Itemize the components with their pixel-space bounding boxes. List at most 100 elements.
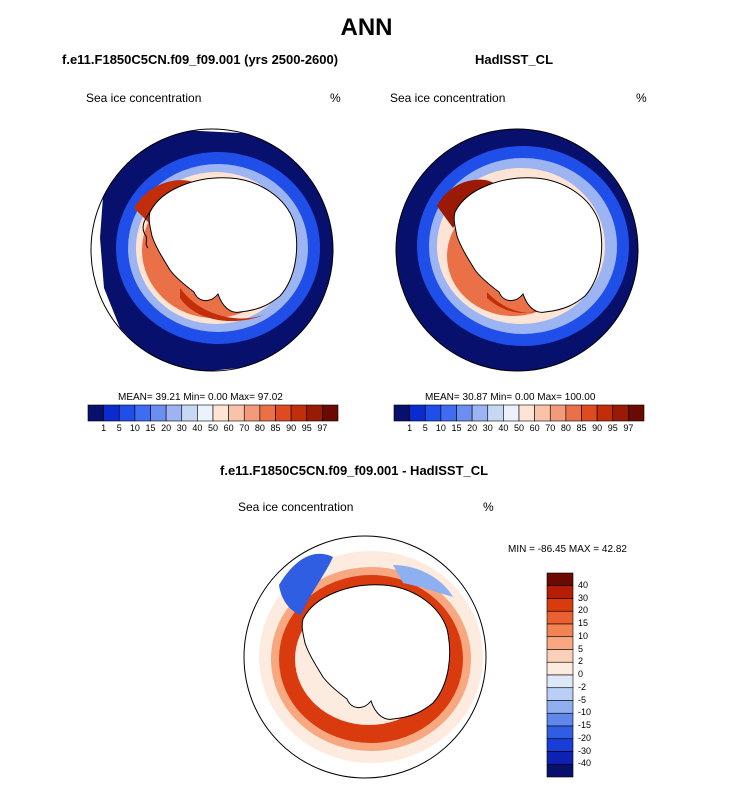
- diff-colorbar-tick-label: 40: [578, 579, 589, 590]
- model-antarctic-peninsula: [142, 211, 151, 249]
- diff-colorbar-swatch: [546, 661, 574, 676]
- obs-colorbar-swatch: [424, 404, 442, 422]
- model-colorbar-swatch: [322, 404, 339, 422]
- diff-colorbar-swatch: [546, 687, 574, 701]
- diff-colorbar-swatch: [546, 725, 574, 740]
- model-colorbar-tick-label: 90: [286, 423, 297, 433]
- model-colorbar-swatch: [275, 404, 292, 422]
- diff-colorbar-swatch: [546, 623, 574, 638]
- obs-panel-title: HadISST_CL: [475, 52, 554, 67]
- obs-colorbar-tick-label: 85: [576, 423, 587, 433]
- model-colorbar-tick-label: 85: [270, 423, 281, 433]
- diff-negative-weddell: [279, 553, 333, 615]
- model-colorbar-swatch: [150, 404, 167, 422]
- obs-antarctica-land: [453, 177, 603, 313]
- obs-colorbar-swatch: [440, 404, 457, 422]
- obs-colorbar-swatch: [393, 404, 410, 422]
- obs-colorbar-swatch: [612, 404, 629, 422]
- obs-colorbar-swatch: [503, 404, 520, 422]
- diff-colorbar-swatch: [546, 674, 574, 689]
- diff-panel-title: f.e11.F1850C5CN.f09_f09.001 - HadISST_CL: [220, 463, 489, 478]
- diff-colorbar-tick-label: 30: [578, 592, 589, 603]
- model-colorbar-tick-label: 60: [223, 423, 234, 433]
- obs-colorbar-tick-label: 15: [451, 423, 462, 433]
- model-variable-label: Sea ice concentration: [86, 91, 202, 105]
- model-colorbar-tick-label: 95: [301, 423, 312, 433]
- model-colorbar-tick-label: 1: [101, 423, 107, 433]
- model-antarctica-land: [148, 177, 298, 313]
- model-colorbar-swatch: [181, 404, 198, 422]
- obs-colorbar-tick-label: 20: [467, 423, 478, 433]
- diff-colorbar-swatch: [546, 712, 574, 727]
- diff-colorbar-swatch: [546, 763, 574, 778]
- diff-colorbar-tick-label: -15: [578, 720, 592, 730]
- model-colorbar-swatch: [212, 404, 229, 422]
- obs-variable-label: Sea ice concentration: [390, 91, 506, 105]
- model-panel-title: f.e11.F1850C5CN.f09_f09.001 (yrs 2500-26…: [62, 52, 339, 67]
- diff-colorbar-swatch: [546, 649, 574, 663]
- diff-colorbar-swatch: [546, 572, 574, 587]
- model-colorbar-tick-label: 40: [192, 423, 203, 433]
- diff-stats: MIN = -86.45 MAX = 42.82: [508, 544, 627, 555]
- model-colorbar-swatch: [243, 404, 261, 422]
- model-colorbar-swatch: [165, 404, 183, 422]
- model-colorbar-tick-label: 70: [239, 423, 250, 433]
- obs-colorbar-labels: 1 5 10 15 20 30 40 50 60 70 80 85 90 95 97: [394, 423, 644, 435]
- model-colorbar-swatch: [134, 404, 151, 422]
- obs-colorbar-tick-label: 50: [513, 423, 525, 433]
- diff-colorbar-labels: 40 30 20 15 10 5 2 0 -2 -5 -10 -15 -20 -30 -40: [578, 573, 618, 777]
- model-colorbar-swatch: [228, 404, 245, 422]
- obs-colorbar: [393, 404, 645, 422]
- diff-colorbar-swatch: [546, 751, 574, 765]
- model-ice-peak-ross: [180, 288, 266, 322]
- diff-units-label: %: [483, 500, 494, 514]
- model-colorbar-tick-label: 10: [129, 423, 140, 433]
- model-colorbar-tick-label: 30: [176, 423, 187, 433]
- obs-polar-map: [395, 128, 639, 372]
- obs-colorbar-tick-label: 30: [482, 423, 493, 433]
- model-colorbar: [87, 404, 339, 422]
- diff-colorbar-tick-label: 20: [578, 605, 589, 616]
- obs-colorbar-tick-label: 5: [422, 423, 428, 433]
- diff-colorbar-swatch: [546, 636, 574, 650]
- diff-colorbar-swatch: [546, 598, 574, 612]
- model-map-boundary: [90, 128, 334, 372]
- obs-colorbar-tick-label: 70: [545, 423, 556, 433]
- page-title: ANN: [340, 14, 393, 41]
- model-colorbar-tick-label: 20: [161, 423, 172, 433]
- obs-colorbar-swatch: [549, 404, 567, 422]
- diff-colorbar-tick-label: 0: [578, 669, 584, 679]
- diff-colorbar-tick-label: 10: [578, 630, 589, 641]
- model-colorbar-swatch: [118, 404, 136, 422]
- diff-colorbar-tick-label: -2: [578, 681, 587, 692]
- diff-colorbar-swatch: [546, 585, 574, 599]
- obs-colorbar-swatch: [456, 404, 473, 422]
- diff-polar-map: [243, 535, 487, 779]
- diff-colorbar-tick-label: -20: [578, 732, 592, 743]
- model-polar-map: [90, 128, 334, 372]
- model-colorbar-tick-label: 80: [254, 423, 265, 433]
- diff-colorbar-tick-label: 5: [578, 643, 584, 654]
- diff-colorbar-swatch: [546, 700, 574, 714]
- diff-variable-label: Sea ice concentration: [238, 500, 354, 514]
- model-colorbar-tick-label: 5: [116, 423, 122, 433]
- obs-colorbar-swatch: [534, 404, 551, 422]
- obs-stats: MEAN= 30.87 Min= 0.00 Max= 100.00: [425, 392, 596, 403]
- obs-ice-peak-ross: [487, 292, 545, 313]
- obs-colorbar-tick-label: 95: [607, 423, 618, 433]
- obs-colorbar-swatch: [471, 404, 489, 422]
- model-colorbar-swatch: [259, 404, 276, 422]
- diff-colorbar-swatch: [546, 610, 574, 625]
- diff-colorbar-swatch: [546, 738, 574, 752]
- diff-colorbar: [546, 572, 574, 778]
- obs-colorbar-swatch: [518, 404, 535, 422]
- diff-colorbar-tick-label: -30: [578, 745, 592, 756]
- obs-colorbar-tick-label: 80: [560, 423, 571, 433]
- model-colorbar-labels: 1 5 10 15 20 30 40 50 60 70 80 85 90 95 97: [88, 423, 338, 435]
- obs-colorbar-tick-label: 1: [407, 423, 413, 433]
- obs-colorbar-tick-label: 40: [498, 423, 509, 433]
- model-colorbar-swatch: [197, 404, 214, 422]
- model-colorbar-swatch: [290, 404, 308, 422]
- obs-colorbar-swatch: [581, 404, 598, 422]
- model-stats: MEAN= 39.21 Min= 0.00 Max= 97.02: [118, 392, 283, 403]
